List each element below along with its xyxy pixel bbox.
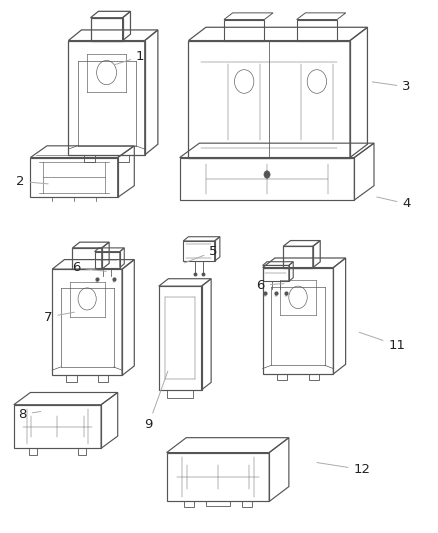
- Text: 4: 4: [377, 197, 411, 211]
- Text: 7: 7: [44, 311, 74, 324]
- Text: 11: 11: [359, 332, 406, 352]
- Text: 12: 12: [317, 463, 371, 476]
- Text: 2: 2: [16, 175, 48, 188]
- Text: 5: 5: [184, 245, 218, 263]
- Text: 3: 3: [372, 80, 411, 93]
- Circle shape: [264, 171, 270, 179]
- Text: 9: 9: [144, 371, 168, 431]
- Text: 8: 8: [18, 408, 41, 421]
- Text: 1: 1: [115, 50, 145, 64]
- Text: 6: 6: [72, 261, 106, 274]
- Text: 6: 6: [257, 279, 284, 292]
